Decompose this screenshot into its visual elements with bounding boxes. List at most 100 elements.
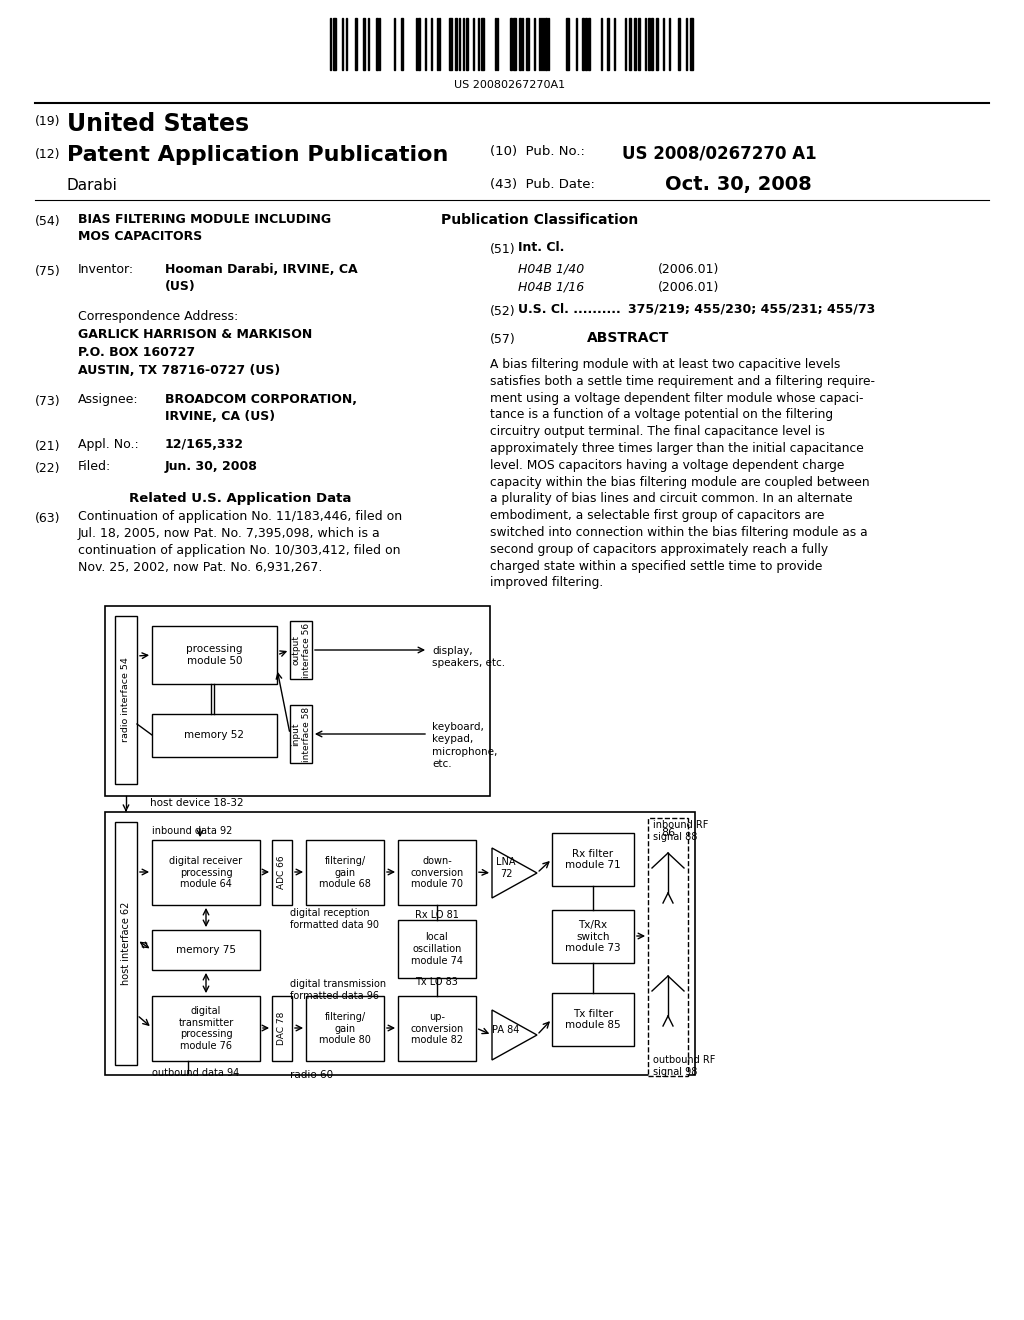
Bar [333, 18, 336, 70]
Text: Rx LO 81: Rx LO 81 [415, 909, 459, 920]
Text: Assignee:: Assignee: [78, 393, 138, 407]
Bar [398, 840, 476, 906]
Bar [272, 840, 292, 906]
Text: 375/219; 455/230; 455/231; 455/73: 375/219; 455/230; 455/231; 455/73 [628, 304, 876, 315]
Bar [362, 18, 365, 70]
Text: up-
conversion
module 82: up- conversion module 82 [411, 1012, 464, 1045]
Bar [566, 18, 569, 70]
Text: Oct. 30, 2008: Oct. 30, 2008 [665, 176, 812, 194]
Bar [552, 909, 634, 964]
Text: inbound data 92: inbound data 92 [152, 826, 232, 836]
Text: (12): (12) [35, 148, 60, 161]
Bar [115, 822, 137, 1065]
Text: digital receiver
processing
module 64: digital receiver processing module 64 [169, 855, 243, 890]
Text: Rx filter
module 71: Rx filter module 71 [565, 849, 621, 870]
Text: Int. Cl.: Int. Cl. [518, 242, 564, 253]
Text: (21): (21) [35, 440, 60, 453]
Bar [585, 18, 587, 70]
Text: (73): (73) [35, 395, 60, 408]
Bar [545, 18, 547, 70]
Text: Jun. 30, 2008: Jun. 30, 2008 [165, 459, 258, 473]
Text: (75): (75) [35, 265, 60, 279]
Text: Related U.S. Application Data: Related U.S. Application Data [129, 492, 351, 506]
Text: (2006.01): (2006.01) [658, 281, 720, 294]
Text: (22): (22) [35, 462, 60, 475]
Bar [656, 18, 658, 70]
Text: digital reception
formatted data 90: digital reception formatted data 90 [290, 908, 379, 931]
Text: BROADCOM CORPORATION,
IRVINE, CA (US): BROADCOM CORPORATION, IRVINE, CA (US) [165, 393, 357, 422]
Text: inbound RF
signal 88: inbound RF signal 88 [653, 820, 709, 842]
Bar [638, 18, 640, 70]
Text: digital transmission
formatted data 96: digital transmission formatted data 96 [290, 979, 386, 1002]
Text: filtering/
gain
module 68: filtering/ gain module 68 [319, 855, 371, 890]
Text: memory 75: memory 75 [176, 945, 236, 954]
Bar [376, 18, 378, 70]
Text: memory 52: memory 52 [184, 730, 245, 741]
Text: radio interface 54: radio interface 54 [122, 657, 130, 742]
Text: A bias filtering module with at least two capacitive levels
satisfies both a set: A bias filtering module with at least tw… [490, 358, 874, 590]
Text: display,
speakers, etc.: display, speakers, etc. [432, 645, 505, 668]
Text: Correspondence Address:: Correspondence Address: [78, 310, 239, 323]
Text: Tx/Rx
switch
module 73: Tx/Rx switch module 73 [565, 920, 621, 953]
Bar [105, 606, 490, 796]
Text: (43)  Pub. Date:: (43) Pub. Date: [490, 178, 595, 191]
Bar [398, 920, 476, 978]
Bar [152, 714, 278, 756]
Bar [678, 18, 680, 70]
Text: US 2008/0267270 A1: US 2008/0267270 A1 [622, 145, 816, 162]
Bar [272, 997, 292, 1061]
Text: Continuation of application No. 11/183,446, filed on
Jul. 18, 2005, now Pat. No.: Continuation of application No. 11/183,4… [78, 510, 402, 574]
Text: keyboard,
keypad,
microphone,
etc.: keyboard, keypad, microphone, etc. [432, 722, 498, 770]
Bar [449, 18, 452, 70]
Text: local
oscillation
module 74: local oscillation module 74 [411, 932, 463, 966]
Text: 12/165,332: 12/165,332 [165, 438, 244, 451]
Bar [306, 840, 384, 906]
Text: H04B 1/40: H04B 1/40 [518, 263, 585, 276]
Bar [401, 18, 403, 70]
Text: Tx LO 83: Tx LO 83 [415, 977, 458, 987]
Bar [690, 18, 693, 70]
Text: United States: United States [67, 112, 249, 136]
Text: filtering/
gain
module 80: filtering/ gain module 80 [319, 1012, 371, 1045]
Text: US 20080267270A1: US 20080267270A1 [455, 81, 565, 90]
Text: down-
conversion
module 70: down- conversion module 70 [411, 855, 464, 890]
Text: (19): (19) [35, 115, 60, 128]
Bar [152, 997, 260, 1061]
Bar [398, 997, 476, 1061]
Text: ABSTRACT: ABSTRACT [587, 331, 670, 345]
Bar [648, 18, 650, 70]
Text: DAC 78: DAC 78 [278, 1012, 287, 1045]
Bar [634, 18, 636, 70]
Bar [152, 626, 278, 684]
Polygon shape [492, 1010, 537, 1060]
Bar [418, 18, 420, 70]
Text: Tx filter
module 85: Tx filter module 85 [565, 1008, 621, 1031]
Text: digital
transmitter
processing
module 76: digital transmitter processing module 76 [178, 1006, 233, 1051]
Bar [105, 812, 695, 1074]
Bar [513, 18, 516, 70]
Text: 86: 86 [660, 828, 675, 838]
Text: U.S. Cl. ..........: U.S. Cl. .......... [518, 304, 621, 315]
Bar [115, 616, 137, 784]
Text: (10)  Pub. No.:: (10) Pub. No.: [490, 145, 585, 158]
Text: GARLICK HARRISON & MARKISON
P.O. BOX 160727
AUSTIN, TX 78716-0727 (US): GARLICK HARRISON & MARKISON P.O. BOX 160… [78, 327, 312, 378]
Text: LNA
72: LNA 72 [497, 857, 516, 879]
Bar [306, 997, 384, 1061]
Bar [582, 18, 584, 70]
Bar [455, 18, 457, 70]
Bar [355, 18, 357, 70]
Text: Hooman Darabi, IRVINE, CA
(US): Hooman Darabi, IRVINE, CA (US) [165, 263, 357, 293]
Bar [290, 705, 312, 763]
Text: processing
module 50: processing module 50 [186, 644, 243, 665]
Bar [466, 18, 468, 70]
Text: radio 60: radio 60 [290, 1071, 333, 1080]
Text: Patent Application Publication: Patent Application Publication [67, 145, 449, 165]
Bar [552, 833, 634, 886]
Text: output
interface 56: output interface 56 [291, 623, 310, 677]
Text: outbound RF
signal 98: outbound RF signal 98 [653, 1055, 716, 1077]
Bar [152, 931, 260, 970]
Bar [526, 18, 529, 70]
Bar [648, 818, 688, 1076]
Bar [607, 18, 609, 70]
Bar [629, 18, 631, 70]
